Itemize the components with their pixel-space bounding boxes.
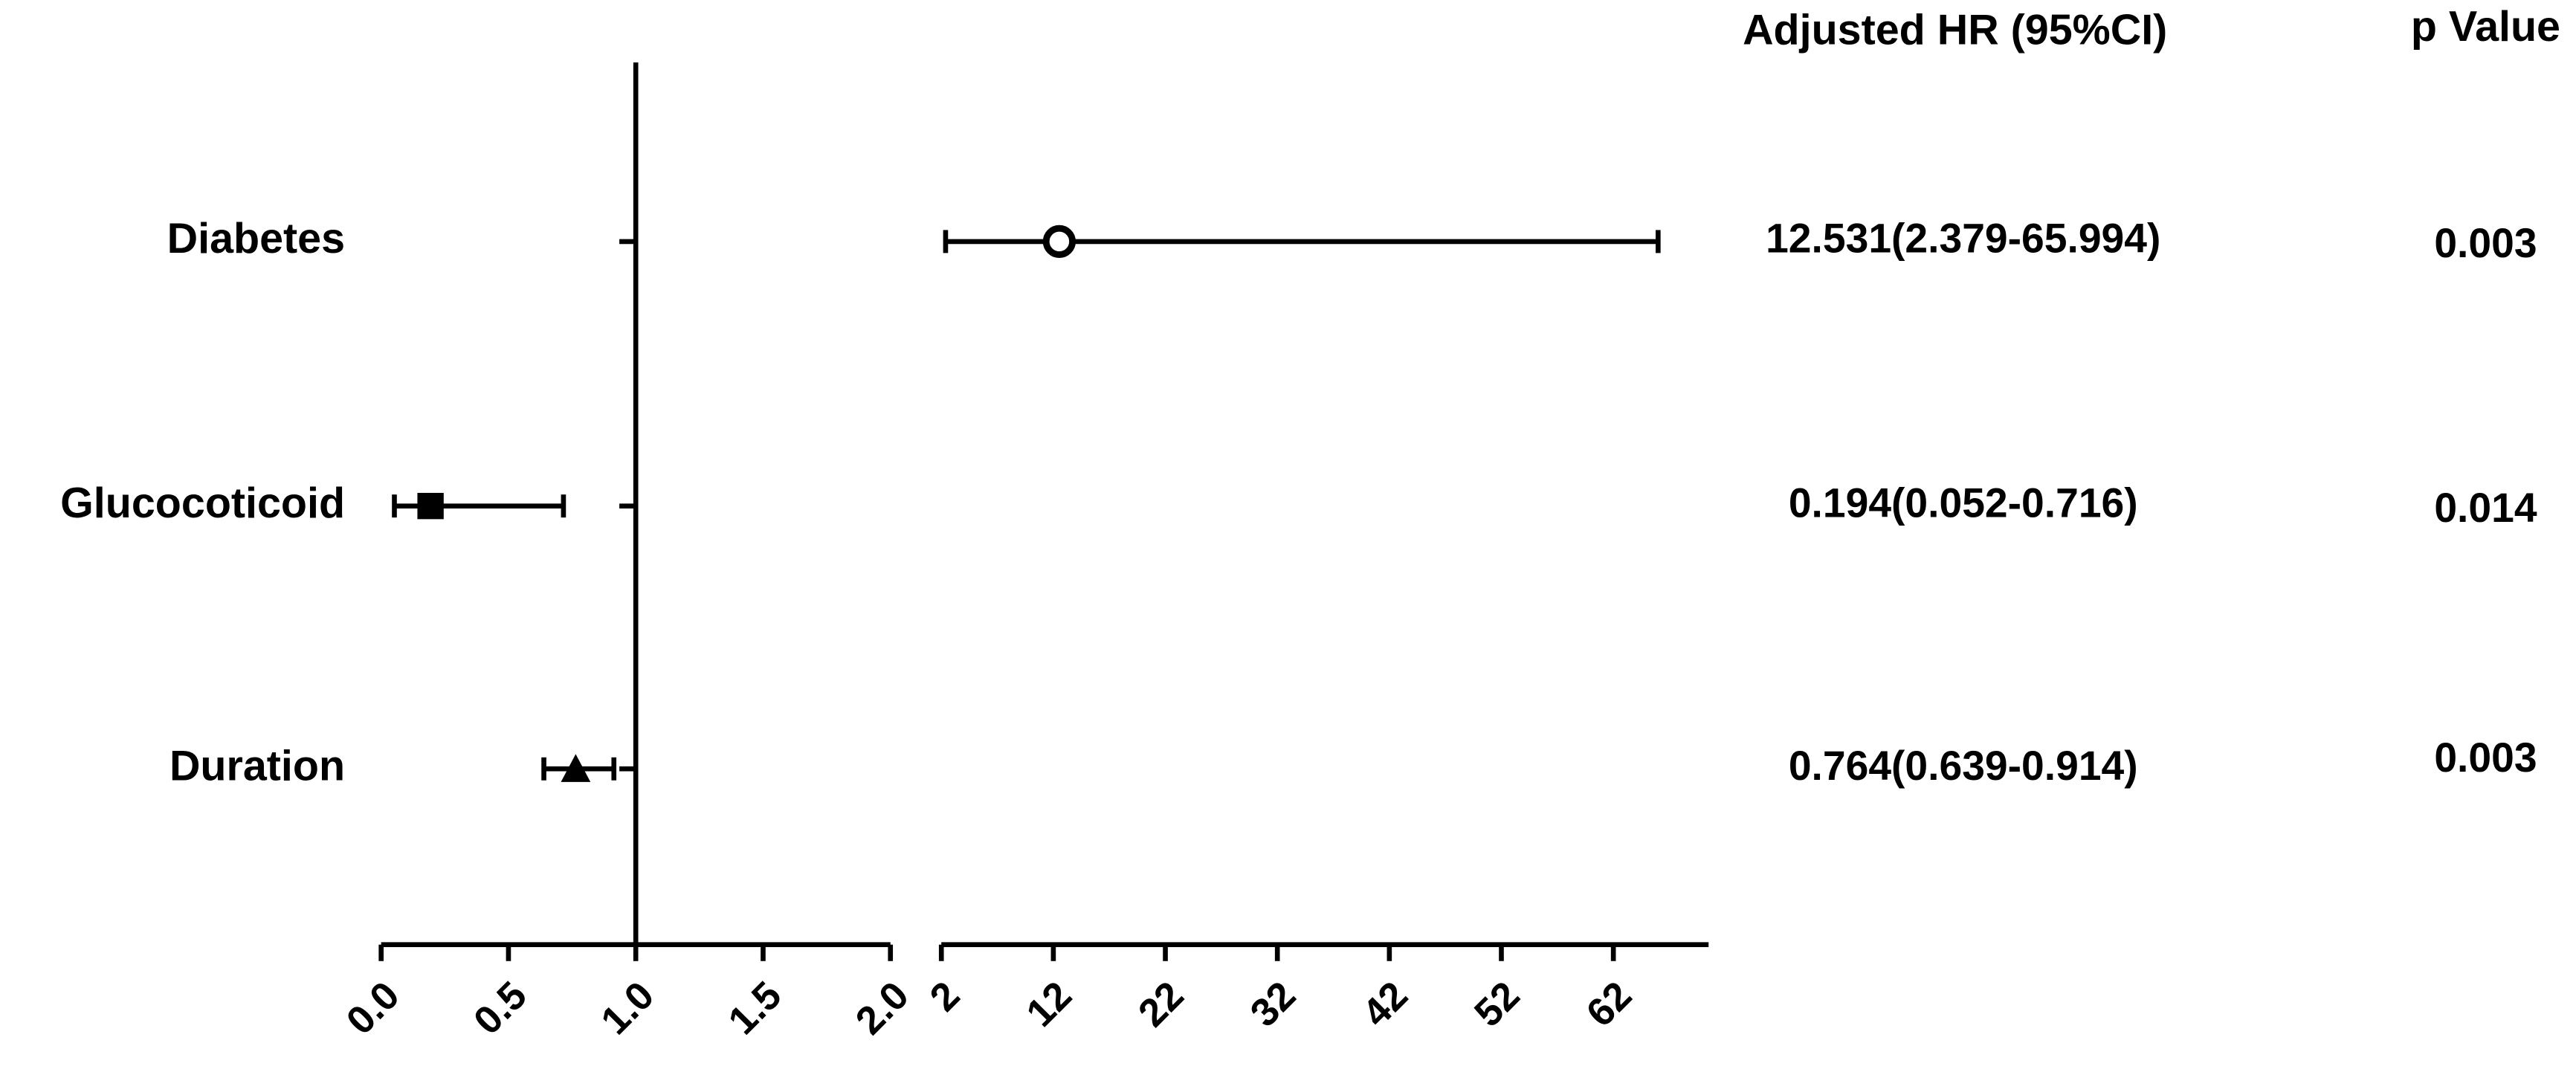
x-tick-label: 2.0 xyxy=(848,973,917,1043)
x-tick-label: 0.5 xyxy=(465,973,535,1043)
x-tick-label: 62 xyxy=(1578,973,1640,1035)
column-header: Adjusted HR (95%CI) xyxy=(1743,6,2167,54)
column-cell: 12.531(2.379-65.994) xyxy=(1766,215,2160,261)
row-label: Diabetes xyxy=(167,215,345,262)
row-label: Glucocoticoid xyxy=(60,480,345,527)
row-label: Duration xyxy=(170,742,345,790)
x-tick-label: 1.5 xyxy=(720,973,790,1043)
column-cell: 0.764(0.639-0.914) xyxy=(1789,743,2138,789)
x-tick-label: 2 xyxy=(922,973,969,1020)
column-cell: 0.003 xyxy=(2434,734,2537,781)
column-cell: 0.194(0.052-0.716) xyxy=(1789,480,2138,526)
x-tick-label: 12 xyxy=(1019,973,1080,1035)
x-tick-label: 22 xyxy=(1130,973,1192,1035)
point xyxy=(1042,225,1076,258)
x-tick-label: 1.0 xyxy=(593,973,662,1043)
column-cell: 0.003 xyxy=(2434,220,2537,266)
point xyxy=(561,754,591,782)
point xyxy=(417,492,444,520)
column-header: p Value xyxy=(2411,3,2560,51)
x-tick-label: 32 xyxy=(1242,973,1304,1035)
column-cell: 0.014 xyxy=(2434,485,2537,531)
x-tick-label: 42 xyxy=(1354,973,1415,1035)
x-tick-label: 0.0 xyxy=(338,973,408,1043)
x-tick-label: 52 xyxy=(1466,973,1528,1035)
